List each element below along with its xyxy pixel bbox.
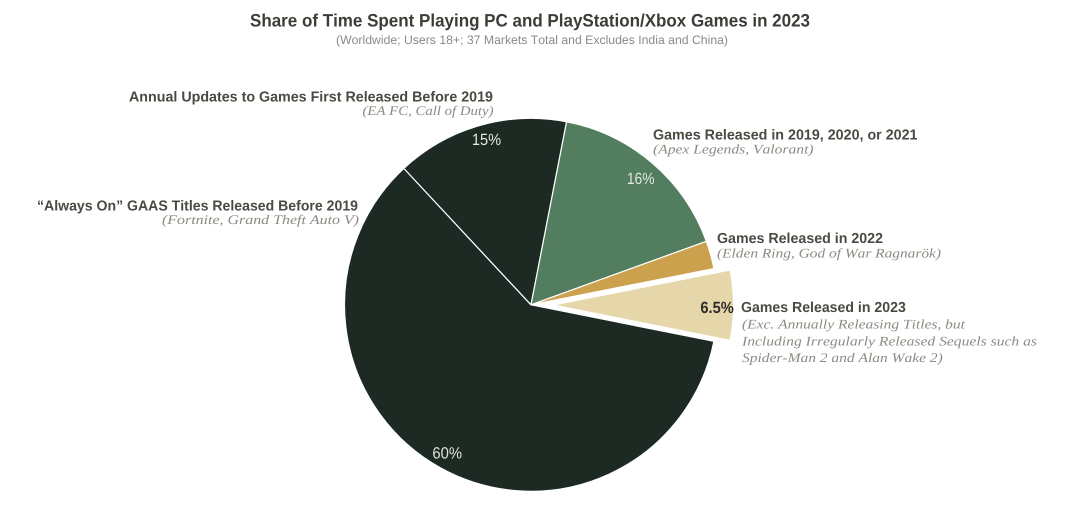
svg-text:Annual Updates to Games First: Annual Updates to Games First Released B… [129, 89, 493, 105]
svg-text:Games Released in 2023: Games Released in 2023 [741, 300, 906, 316]
svg-text:“Always On” GAAS Titles Releas: “Always On” GAAS Titles Released Before … [37, 199, 358, 215]
svg-text:(Exc. Annually Releasing Title: (Exc. Annually Releasing Titles, but [742, 317, 965, 332]
svg-text:(Apex Legends, Valorant): (Apex Legends, Valorant) [653, 142, 814, 157]
svg-text:60%: 60% [432, 444, 462, 462]
svg-text:Games Released in 2019, 2020,: Games Released in 2019, 2020, or 2021 [653, 127, 918, 143]
svg-text:(Elden Ring, God of War Ragnar: (Elden Ring, God of War Ragnarök) [717, 246, 941, 261]
svg-text:6.5%: 6.5% [700, 299, 734, 317]
svg-text:(Worldwide; Users 18+; 37 Mark: (Worldwide; Users 18+; 37 Markets Total … [336, 33, 728, 47]
svg-text:15%: 15% [472, 131, 501, 149]
svg-text:Spider-Man 2 and Alan Wake 2): Spider-Man 2 and Alan Wake 2) [742, 350, 943, 365]
svg-text:16%: 16% [627, 170, 655, 188]
svg-text:Share of Time Spent Playing PC: Share of Time Spent Playing PC and PlayS… [250, 11, 810, 31]
svg-text:Including Irregularly Released: Including Irregularly Released Sequels s… [741, 334, 1037, 349]
svg-text:(EA FC, Call of Duty): (EA FC, Call of Duty) [363, 103, 494, 118]
svg-text:(Fortnite, Grand Theft Auto V): (Fortnite, Grand Theft Auto V) [162, 212, 359, 227]
svg-text:Games Released in 2022: Games Released in 2022 [717, 231, 883, 247]
